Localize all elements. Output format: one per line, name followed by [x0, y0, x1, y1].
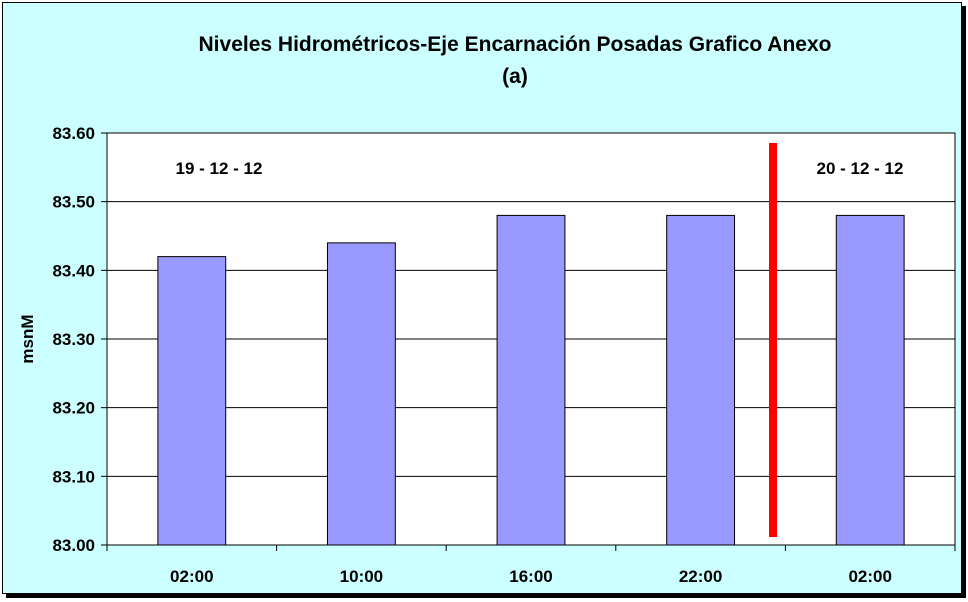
bar [157, 256, 227, 546]
chart-area: Niveles Hidrométricos-Eje Encarnación Po… [2, 2, 962, 594]
bars [157, 214, 905, 546]
bar [326, 242, 396, 546]
x-tick-label: 10:00 [340, 567, 383, 586]
date-annotation-1: 19 - 12 - 12 [176, 159, 263, 178]
date-annotation-2: 20 - 12 - 12 [817, 159, 904, 178]
y-axis-ticks: 83.00 83.10 83.20 83.30 83.40 83.50 83.60 [52, 124, 107, 555]
x-axis-ticks: 02:00 10:00 16:00 22:00 02:00 [106, 545, 956, 586]
y-tick-label: 83.50 [52, 193, 95, 212]
bar [666, 214, 736, 546]
chart-subtitle: (a) [502, 65, 528, 88]
y-tick-label: 83.30 [52, 330, 95, 349]
y-tick-label: 83.00 [52, 536, 95, 555]
y-tick-label: 83.60 [52, 124, 95, 143]
bar [496, 214, 566, 546]
y-axis-label: msnM [18, 314, 37, 363]
chart-title: Niveles Hidrométricos-Eje Encarnación Po… [199, 33, 832, 56]
x-tick-label: 02:00 [848, 567, 891, 586]
day-separator-line [769, 143, 777, 537]
y-tick-label: 83.40 [52, 261, 95, 280]
x-tick-label: 16:00 [509, 567, 552, 586]
y-tick-label: 83.10 [52, 467, 95, 486]
x-tick-label: 02:00 [170, 567, 213, 586]
y-tick-label: 83.20 [52, 399, 95, 418]
x-tick-label: 22:00 [679, 567, 722, 586]
bar [835, 214, 905, 546]
bar-chart: Niveles Hidrométricos-Eje Encarnación Po… [18, 33, 956, 586]
